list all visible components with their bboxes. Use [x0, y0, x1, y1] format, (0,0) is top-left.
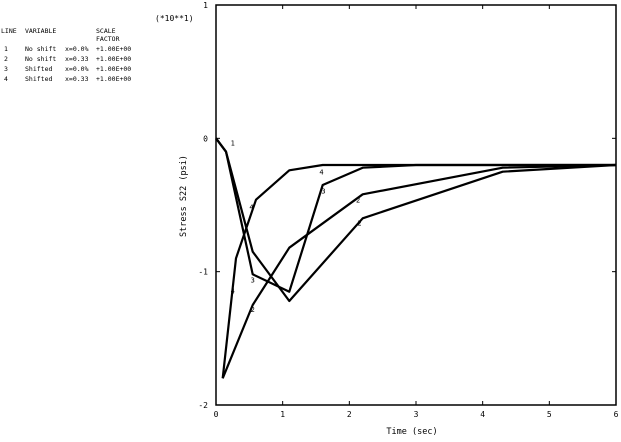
curve-marker-3: 3 — [321, 187, 325, 195]
x-tick-label: 3 — [414, 410, 419, 419]
x-tick-label: 2 — [347, 410, 352, 419]
legend-header-factor: FACTOR — [96, 35, 120, 43]
curve-marker-4: 4 — [319, 169, 323, 177]
y-tick-label: -2 — [198, 401, 208, 410]
series-line-1 — [215, 137, 617, 303]
curve-marker-2: 2 — [251, 306, 255, 314]
legend-row-param: x=0.0% — [65, 65, 89, 73]
legend-row-variable: Shifted — [25, 75, 52, 83]
series-line-2 — [221, 163, 617, 379]
curve-marker-1: 1 — [231, 139, 235, 147]
curve-marker-2: 2 — [356, 197, 360, 205]
legend-row-param: x=0.33 — [65, 75, 89, 83]
legend-row-variable: No shift — [25, 55, 56, 63]
y-tick-label: 1 — [203, 1, 208, 10]
legend-header-line: LINE — [1, 27, 17, 35]
legend-row-line: 4 — [4, 75, 8, 83]
plot-frame — [215, 4, 617, 406]
legend-row-param: x=0.33 — [65, 55, 89, 63]
legend-row-variable: Shifted — [25, 65, 52, 73]
y-axis-label: Stress S22 (psi) — [179, 155, 189, 237]
y-tick-label: 0 — [203, 134, 208, 143]
legend-row-scale: +1.00E+00 — [96, 65, 131, 73]
x-tick-label: 5 — [547, 410, 552, 419]
y-multiplier: (*10**1) — [155, 14, 194, 23]
x-axis-label: Time (sec) — [386, 427, 437, 437]
curve-marker-4: 4 — [249, 203, 253, 211]
legend-row-variable: No shift — [25, 45, 56, 53]
legend-row-line: 2 — [4, 55, 8, 63]
curve-marker-4: 4 — [231, 287, 235, 295]
legend: LINE VARIABLE SCALE FACTOR 1 No shift x=0.… — [1, 27, 131, 83]
legend-row-scale: +1.00E+00 — [96, 45, 131, 53]
y-tick-label: -1 — [198, 268, 208, 277]
legend-header-variable: VARIABLE — [25, 27, 56, 35]
x-tick-label: 1 — [280, 410, 285, 419]
legend-row-line: 3 — [4, 65, 8, 73]
curve-marker-2: 2 — [357, 219, 361, 227]
x-tick-label: 6 — [614, 410, 619, 419]
legend-row-line: 1 — [4, 45, 8, 53]
legend-row-scale: +1.00E+00 — [96, 75, 131, 83]
series-line-4 — [221, 163, 616, 379]
x-tick-label: 4 — [480, 410, 485, 419]
x-tick-label: 0 — [214, 410, 219, 419]
legend-row-scale: +1.00E+00 — [96, 55, 131, 63]
curve-marker-3: 3 — [251, 277, 255, 285]
legend-header-scale: SCALE — [96, 27, 116, 35]
legend-row-param: x=0.0% — [65, 45, 89, 53]
